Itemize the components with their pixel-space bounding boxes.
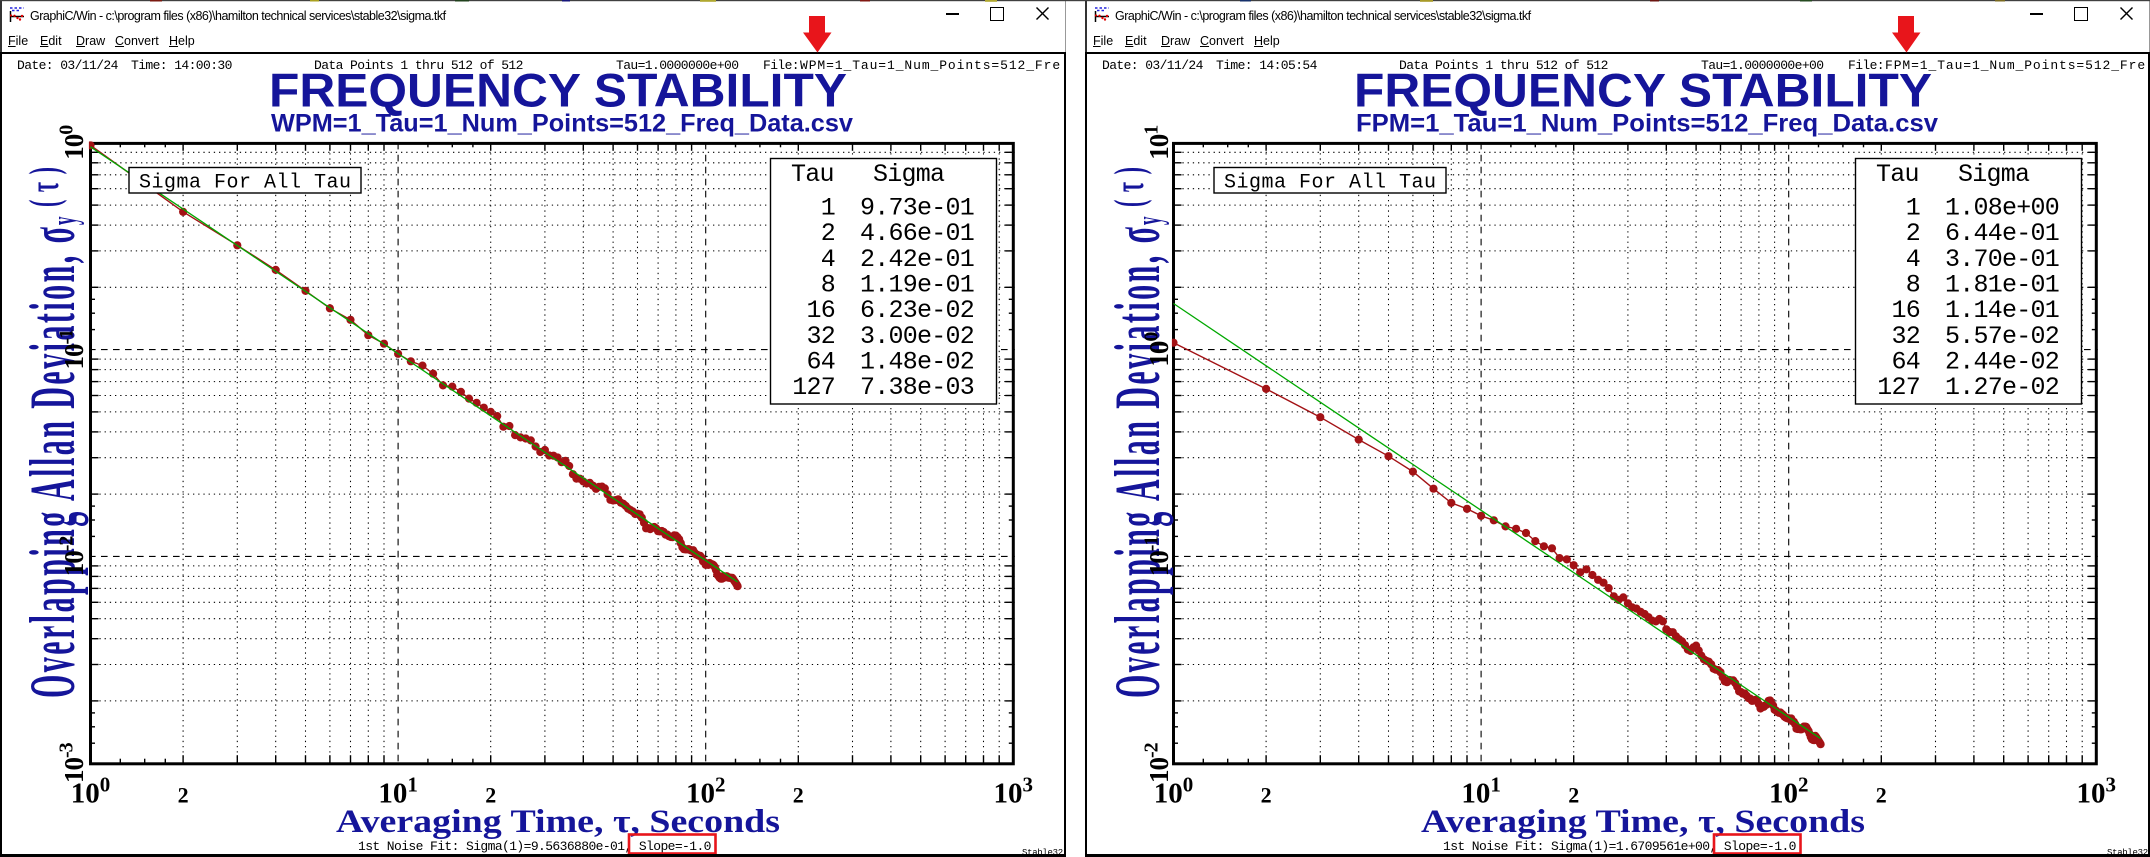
svg-text:WPM=1_Tau=1_Num_Points=512_Fre: WPM=1_Tau=1_Num_Points=512_Fre — [800, 58, 1061, 73]
svg-text:2: 2 — [1876, 783, 1887, 808]
svg-text:Time: 14:05:54: Time: 14:05:54 — [1216, 58, 1318, 73]
svg-text:1.19e-01: 1.19e-01 — [860, 271, 974, 300]
svg-text:Overlapping Allan Deviation, σ: Overlapping Allan Deviation, σ — [1101, 227, 1173, 698]
svg-text:100: 100 — [71, 773, 111, 810]
svg-text:2.42e-01: 2.42e-01 — [860, 245, 974, 274]
svg-text:16: 16 — [806, 296, 835, 325]
svg-text:FREQUENCY STABILITY: FREQUENCY STABILITY — [269, 64, 847, 117]
svg-text:FREQUENCY STABILITY: FREQUENCY STABILITY — [1354, 64, 1932, 117]
svg-text:Tau=1.0000000e+00: Tau=1.0000000e+00 — [616, 58, 738, 73]
svg-text:Sigma For All Tau: Sigma For All Tau — [139, 172, 352, 195]
svg-text:Date: 03/11/24: Date: 03/11/24 — [1102, 58, 1204, 73]
svg-text:(τ): (τ) — [1107, 167, 1153, 207]
svg-text:Stable32: Stable32 — [1022, 848, 1063, 854]
svg-text:8: 8 — [821, 271, 835, 300]
svg-text:Tau: Tau — [791, 160, 834, 189]
svg-text:1st Noise Fit: Sigma(1)=1.6709: 1st Noise Fit: Sigma(1)=1.6709561e+00, S… — [1443, 839, 1796, 854]
svg-text:(τ): (τ) — [22, 167, 68, 207]
svg-text:64: 64 — [1891, 348, 1920, 377]
svg-text:Sigma For All Tau: Sigma For All Tau — [1224, 172, 1437, 195]
svg-text:32: 32 — [806, 322, 835, 351]
svg-text:3.70e-01: 3.70e-01 — [1945, 245, 2059, 274]
svg-text:16: 16 — [1891, 296, 1920, 325]
svg-text:1: 1 — [1906, 194, 1920, 223]
svg-text:7.38e-03: 7.38e-03 — [860, 373, 974, 402]
svg-text:Data Points 1 thru 512 of 512: Data Points 1 thru 512 of 512 — [314, 58, 523, 73]
svg-text:2: 2 — [1261, 783, 1272, 808]
svg-text:Sigma: Sigma — [1958, 160, 2030, 189]
svg-text:Tau=1.0000000e+00: Tau=1.0000000e+00 — [1701, 58, 1823, 73]
svg-text:Tau: Tau — [1876, 160, 1919, 189]
svg-text:4.66e-01: 4.66e-01 — [860, 219, 974, 248]
svg-text:6.44e-01: 6.44e-01 — [1945, 219, 2059, 248]
svg-text:101: 101 — [1141, 126, 1175, 160]
svg-text:127: 127 — [1877, 373, 1920, 402]
svg-text:File:: File: — [763, 58, 799, 73]
svg-text:Stable32: Stable32 — [2107, 848, 2148, 854]
svg-text:10-2: 10-2 — [1141, 742, 1175, 783]
svg-text:Date: 03/11/24: Date: 03/11/24 — [17, 58, 119, 73]
svg-text:103: 103 — [994, 773, 1034, 810]
svg-text:1.08e+00: 1.08e+00 — [1945, 194, 2059, 223]
svg-text:1: 1 — [821, 194, 835, 223]
svg-text:2.44e-02: 2.44e-02 — [1945, 348, 2059, 377]
svg-text:y: y — [45, 217, 85, 225]
svg-text:File:: File: — [1848, 58, 1884, 73]
svg-text:1.48e-02: 1.48e-02 — [860, 348, 974, 377]
svg-text:WPM=1_Tau=1_Num_Points=512_Fre: WPM=1_Tau=1_Num_Points=512_Freq_Data.csv — [271, 110, 853, 138]
svg-text:1.81e-01: 1.81e-01 — [1945, 271, 2059, 300]
svg-text:1st Noise Fit: Sigma(1)=9.5636: 1st Noise Fit: Sigma(1)=9.5636880e-01, S… — [358, 839, 711, 854]
svg-text:4: 4 — [1906, 245, 1920, 274]
svg-text:9.73e-01: 9.73e-01 — [860, 194, 974, 223]
svg-text:3.00e-02: 3.00e-02 — [860, 322, 974, 351]
svg-text:Time: 14:00:30: Time: 14:00:30 — [131, 58, 232, 73]
svg-text:Sigma: Sigma — [873, 160, 945, 189]
svg-text:2: 2 — [821, 219, 835, 248]
svg-text:127: 127 — [792, 373, 835, 402]
svg-text:y: y — [1130, 217, 1170, 225]
svg-text:8: 8 — [1906, 271, 1920, 300]
svg-text:4: 4 — [821, 245, 835, 274]
svg-text:100: 100 — [56, 125, 90, 160]
svg-text:2: 2 — [178, 783, 189, 808]
svg-text:103: 103 — [2077, 773, 2117, 810]
svg-text:10-3: 10-3 — [56, 742, 90, 783]
svg-text:Data Points 1 thru 512 of 512: Data Points 1 thru 512 of 512 — [1399, 58, 1608, 73]
svg-text:Overlapping Allan Deviation, σ: Overlapping Allan Deviation, σ — [16, 227, 88, 698]
svg-text:32: 32 — [1891, 322, 1920, 351]
svg-text:64: 64 — [806, 348, 835, 377]
svg-text:FPM=1_Tau=1_Num_Points=512_Fre: FPM=1_Tau=1_Num_Points=512_Fre — [1885, 58, 2146, 73]
svg-text:2: 2 — [1906, 219, 1920, 248]
svg-text:6.23e-02: 6.23e-02 — [860, 296, 974, 325]
svg-text:1.14e-01: 1.14e-01 — [1945, 296, 2059, 325]
svg-text:2: 2 — [485, 783, 496, 808]
svg-text:1.27e-02: 1.27e-02 — [1945, 373, 2059, 402]
svg-text:2: 2 — [793, 783, 804, 808]
svg-text:FPM=1_Tau=1_Num_Points=512_Fre: FPM=1_Tau=1_Num_Points=512_Freq_Data.csv — [1356, 110, 1938, 138]
svg-text:2: 2 — [1568, 783, 1579, 808]
svg-text:5.57e-02: 5.57e-02 — [1945, 322, 2059, 351]
